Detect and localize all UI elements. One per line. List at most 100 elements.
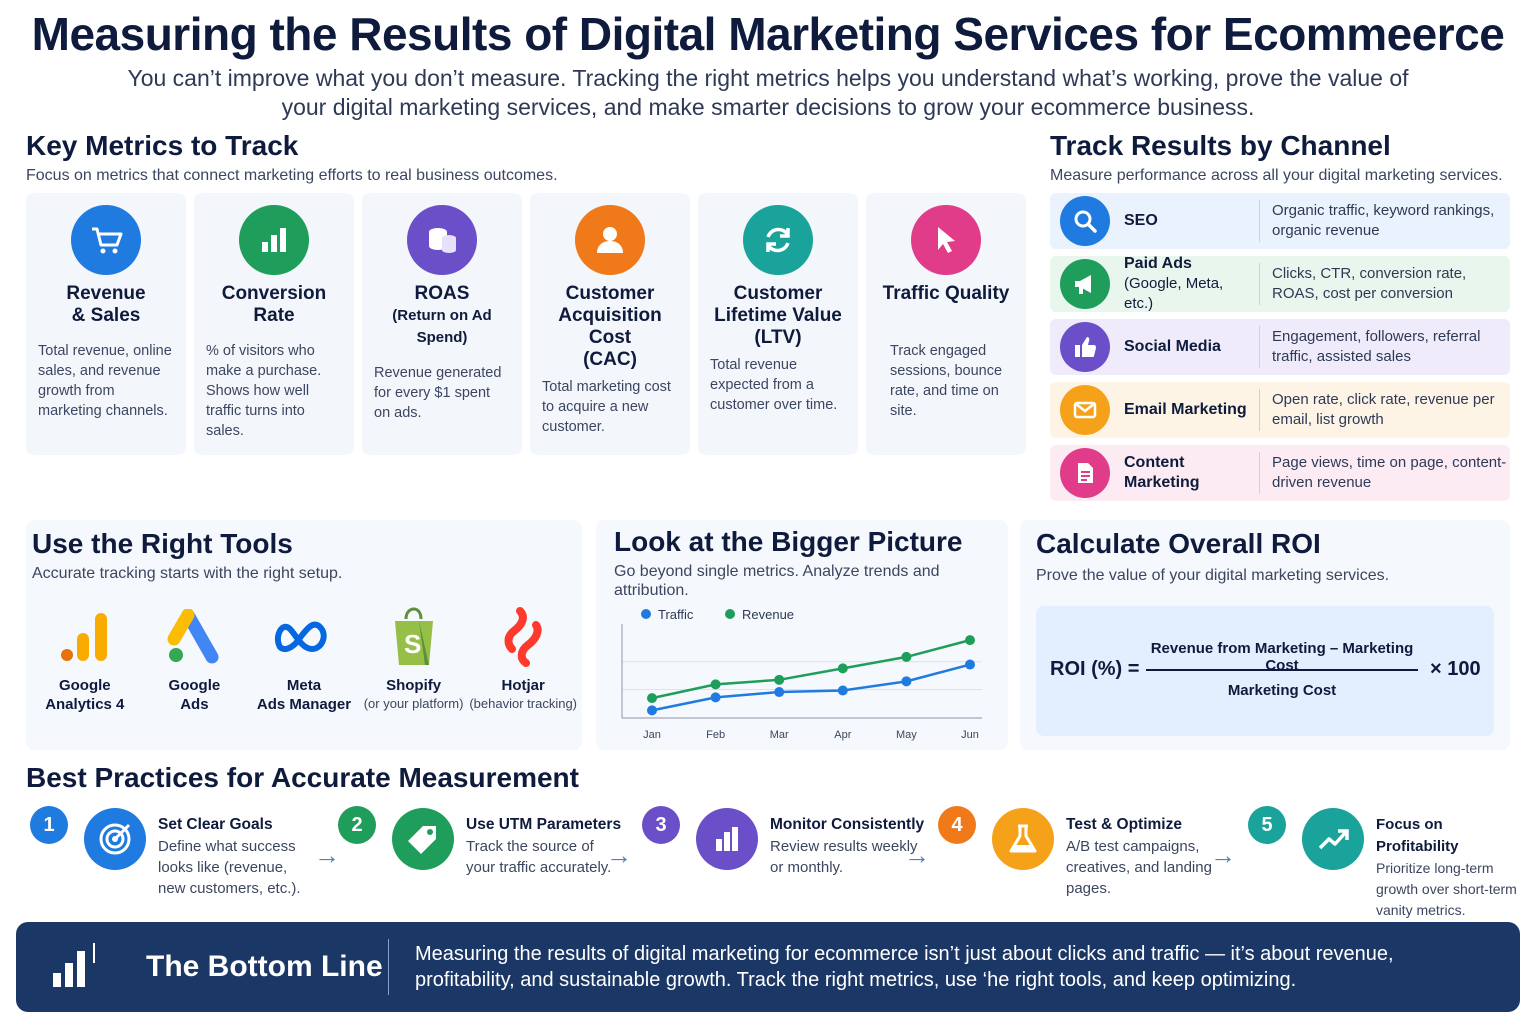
practice-text: Monitor Consistently Review results week… — [770, 814, 930, 878]
bar-chart-icon — [16, 922, 126, 1012]
key-metrics-title: Key Metrics to Track — [26, 130, 299, 161]
page-title: Measuring the Results of Digital Marketi… — [31, 8, 1505, 60]
data-point-traffic — [774, 687, 785, 698]
tools-subtitle: Accurate tracking starts with the right … — [32, 565, 343, 582]
divider — [1259, 326, 1260, 368]
metric-name: Customer Lifetime Value (LTV) — [714, 283, 842, 348]
tool-shopify: S Shopify (or your platform) — [360, 604, 468, 714]
header: Measuring the Results of Digital Marketi… — [0, 8, 1536, 122]
legend-label-traffic: Traffic — [658, 607, 694, 622]
channel-row-content: Content Marketing Page views, time on pa… — [1050, 445, 1510, 501]
step-number: 3 — [642, 806, 680, 844]
practice-desc: Define what success looks like (revenue,… — [158, 838, 301, 897]
data-point-revenue — [774, 674, 785, 685]
tool-google-ads: Google Ads — [140, 604, 248, 714]
practice-text: Focus on Profitability Prioritize long-t… — [1376, 814, 1526, 921]
bigger-picture-title: Look at the Bigger Picture — [614, 526, 963, 557]
metric-name: ROAS (Return on Ad Spend) — [392, 283, 492, 346]
divider — [388, 939, 389, 995]
data-point-traffic — [837, 685, 848, 696]
metric-card-cac: Customer Acquisition Cost (CAC) Total mar… — [530, 193, 690, 455]
data-point-traffic — [901, 676, 912, 687]
cursor-icon — [911, 205, 981, 275]
roi-title: Calculate Overall ROI — [1036, 528, 1321, 559]
channel-desc: Engagement, followers, referral traffic,… — [1272, 328, 1481, 365]
arrow-right-icon: → — [904, 840, 930, 870]
tool-name: Shopify — [386, 677, 442, 694]
tool-google-analytics: Google Analytics 4 — [31, 604, 139, 714]
data-point-traffic — [965, 659, 975, 670]
practice-desc: Review results weekly or monthly. — [770, 838, 918, 876]
channel-list: SEO Organic traffic, keyword rankings, o… — [1050, 193, 1510, 508]
channel-name: Content Marketing — [1124, 454, 1200, 491]
refresh-icon — [743, 205, 813, 275]
trend-up-icon — [1302, 808, 1364, 870]
divider — [1259, 200, 1260, 242]
tool-note: (or your platform) — [363, 696, 464, 711]
coins-icon — [407, 205, 477, 275]
tool-list: Google Analytics 4 Google Ads Meta Ads Mana… — [30, 604, 578, 714]
tools-panel: Use the Right Tools Accurate tracking st… — [26, 520, 582, 750]
page-subtitle: You can’t improve what you don’t measure… — [127, 65, 1409, 120]
metric-desc: Total revenue expected from a customer o… — [710, 357, 838, 413]
tool-name: Google Analytics 4 — [45, 677, 125, 713]
key-metrics-subtitle: Focus on metrics that connect marketing … — [26, 167, 558, 184]
user-icon — [575, 205, 645, 275]
svg-text:S: S — [404, 629, 421, 659]
metric-desc: Track engaged sessions, bounce rate, and… — [890, 343, 1003, 419]
roi-panel: Calculate Overall ROI Prove the value of… — [1020, 520, 1510, 750]
legend-marker-revenue — [725, 609, 735, 619]
step-number: 5 — [1248, 806, 1286, 844]
trend-chart: Traffic Revenue Jan Feb Mar Apr May Jun — [621, 607, 982, 741]
roi-formula: ROI (%) = Revenue from Marketing – Marke… — [1036, 606, 1494, 736]
envelope-icon — [1060, 385, 1110, 435]
data-point-revenue — [837, 663, 848, 674]
tool-name: Hotjar — [501, 677, 545, 694]
legend-marker-traffic — [641, 609, 651, 619]
bigger-picture-subtitle: Go beyond single metrics. Analyze trends… — [614, 563, 940, 599]
metric-desc: Total revenue, online sales, and revenue… — [38, 343, 172, 419]
bottom-line-banner: The Bottom Line Measuring the results of… — [16, 922, 1520, 1012]
tool-note: (behavior tracking) — [469, 696, 577, 711]
metric-name: Customer Acquisition Cost (CAC) — [558, 283, 662, 370]
practice-desc: Track the source of your traffic accurat… — [466, 838, 612, 876]
metric-card-revenue: Revenue & Sales Total revenue, online sal… — [26, 193, 186, 455]
document-icon — [1060, 448, 1110, 498]
tag-icon — [392, 808, 454, 870]
bottom-line-text: Measuring the results of digital marketi… — [415, 943, 1394, 991]
practice-text: Use UTM Parameters Track the source of y… — [466, 814, 626, 878]
channels-title: Track Results by Channel — [1050, 130, 1391, 161]
metric-card-traffic-quality: Traffic Quality Track engaged sessions, … — [866, 193, 1026, 455]
divider — [1259, 389, 1260, 431]
hotjar-icon — [469, 604, 577, 670]
metric-desc: Total marketing cost to acquire a new cu… — [542, 379, 671, 435]
data-point-traffic — [710, 692, 721, 703]
data-point-revenue — [710, 679, 721, 690]
fraction-line — [1146, 669, 1418, 671]
channel-row-email: Email Marketing Open rate, click rate, r… — [1050, 382, 1510, 438]
channel-name: Email Marketing — [1124, 401, 1247, 418]
practice-name: Focus on Profitability — [1376, 816, 1459, 855]
metric-card-ltv: Customer Lifetime Value (LTV) Total reven… — [698, 193, 858, 455]
key-metrics-cards: Revenue & Sales Total revenue, online sal… — [26, 193, 1026, 455]
metric-name: Traffic Quality — [882, 283, 1010, 304]
practice-text: Test & Optimize A/B test campaigns, crea… — [1066, 814, 1226, 899]
data-point-traffic — [647, 705, 657, 716]
data-point-revenue — [901, 651, 912, 662]
step-number: 4 — [938, 806, 976, 844]
flask-icon — [992, 808, 1054, 870]
google-analytics-icon — [31, 604, 139, 670]
channel-name: Paid Ads (Google, Meta, etc.) — [1124, 255, 1224, 312]
roi-denominator: Marketing Cost — [1227, 682, 1337, 699]
practice-name: Set Clear Goals — [158, 816, 273, 833]
tool-name: Meta Ads Manager — [256, 677, 352, 713]
divider — [1259, 263, 1260, 305]
step-number: 1 — [30, 806, 68, 844]
practice-name: Use UTM Parameters — [466, 816, 622, 833]
roi-subtitle: Prove the value of your digital marketin… — [1036, 567, 1390, 584]
tool-name: Google Ads — [168, 677, 221, 713]
x-tick-label: Jan — [643, 729, 661, 741]
practice-text: Set Clear Goals Define what success look… — [158, 814, 318, 899]
x-tick-label: May — [896, 729, 917, 741]
legend-label-revenue: Revenue — [742, 607, 794, 622]
